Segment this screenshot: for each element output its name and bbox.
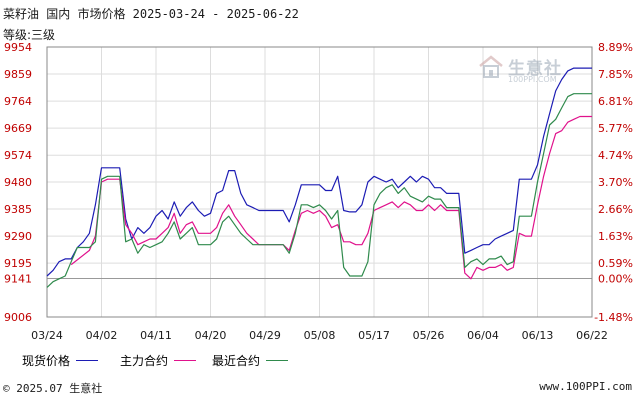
y-tick-label-right-9: 0.00% [598, 273, 633, 286]
y-tick-label-right-5: 3.70% [598, 176, 633, 189]
legend-swatch-main-contract [174, 360, 197, 361]
x-tick-label-3: 04/20 [195, 329, 227, 342]
legend-label-main-contract: 主力合约 [120, 354, 169, 368]
y-tick-label-left-1: 9859 [4, 68, 32, 81]
y-tick-label-left-0: 9954 [4, 41, 32, 54]
house-logo-icon [479, 55, 503, 78]
y-tick-label-right-0: 8.89% [598, 41, 633, 54]
x-tick-label-4: 04/29 [249, 329, 281, 342]
x-tick-label-5: 05/08 [304, 329, 336, 342]
watermark-name: 生意社 [508, 59, 562, 79]
legend-swatch-spot [76, 360, 99, 361]
legend-swatch-recent-contract [266, 360, 289, 361]
legend-item-spot: 现货价格 [22, 352, 99, 369]
chart-title: 菜籽油 国内 市场价格 2025-03-24 - 2025-06-22 [3, 7, 299, 21]
y-tick-label-left-3: 9669 [4, 122, 32, 135]
legend-item-recent-contract: 最近合约 [212, 352, 289, 369]
y-tick-label-right-6: 2.66% [598, 203, 633, 216]
series-line-2 [46, 93, 592, 288]
y-tick-label-right-2: 6.81% [598, 95, 633, 108]
chart-tick-labels: 03/24 04/02 04/11 04/20 04/29 05/08 05/17 05/26… [4, 41, 633, 342]
series-line-1 [70, 115, 592, 280]
x-tick-label-10: 06/22 [576, 329, 608, 342]
chart-subtitle: 等级:三级 [3, 28, 56, 42]
y-tick-label-left-7: 9290 [4, 230, 32, 243]
site-watermark: 生意社 100PPI.COM [478, 54, 574, 88]
series-line-0 [46, 67, 592, 277]
y-tick-label-left-8: 9195 [4, 257, 32, 270]
y-tick-label-right-1: 7.85% [598, 68, 633, 81]
footer-copyright: © 2025.07 生意社 [3, 382, 103, 395]
legend-label-recent-contract: 最近合约 [212, 354, 261, 368]
y-tick-label-left-4: 9574 [4, 149, 32, 162]
x-tick-label-8: 06/04 [467, 329, 499, 342]
y-tick-label-right-3: 5.77% [598, 122, 633, 135]
legend-label-spot: 现货价格 [22, 354, 71, 368]
y-tick-label-right-8: 0.59% [598, 257, 633, 270]
y-tick-label-left-6: 9385 [4, 203, 32, 216]
chart-axes [46, 46, 593, 318]
legend-item-main-contract: 主力合约 [120, 352, 197, 369]
y-tick-label-left-2: 9764 [4, 95, 32, 108]
plot-frame [46, 46, 593, 318]
x-tick-label-0: 03/24 [31, 329, 63, 342]
y-tick-label-right-4: 4.74% [598, 149, 633, 162]
watermark-url: 100PPI.COM [508, 75, 557, 84]
x-tick-label-1: 04/02 [86, 329, 118, 342]
y-tick-label-left-9: 9141 [4, 273, 32, 286]
y-tick-label-right-10: -1.48% [594, 311, 633, 324]
y-tick-label-right-7: 1.63% [598, 230, 633, 243]
footer-site-link[interactable]: www.100PPI.com [539, 380, 632, 393]
x-tick-label-9: 06/13 [522, 329, 554, 342]
x-tick-label-2: 04/11 [140, 329, 172, 342]
chart-series [46, 67, 592, 288]
x-tick-label-7: 05/26 [413, 329, 445, 342]
y-tick-label-left-5: 9480 [4, 176, 32, 189]
y-tick-label-left-10: 9006 [4, 311, 32, 324]
x-tick-label-6: 05/17 [358, 329, 390, 342]
